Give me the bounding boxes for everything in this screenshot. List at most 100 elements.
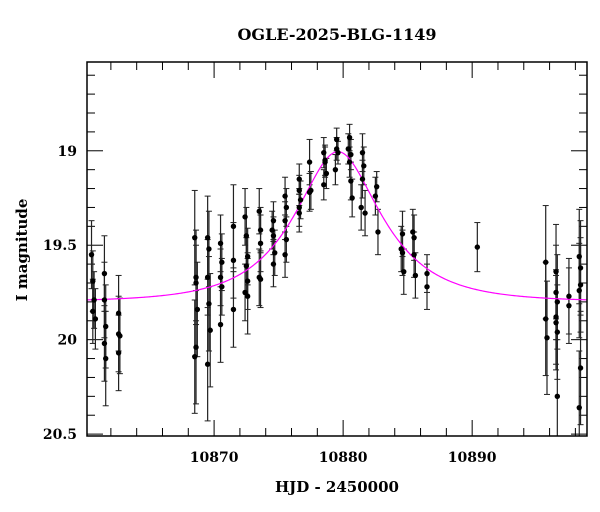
data-point (256, 208, 262, 214)
data-point (543, 259, 549, 265)
data-point (282, 251, 288, 258)
data-point (375, 229, 381, 235)
data-point (88, 251, 95, 258)
y-axis-label: I magnitude (13, 199, 31, 302)
data-point (544, 335, 550, 341)
chart-title: OGLE-2025-BLG-1149 (237, 25, 436, 44)
data-point (306, 189, 313, 196)
data-point (297, 197, 304, 203)
data-point (345, 146, 351, 152)
plot-frame (86, 61, 588, 437)
data-point (270, 217, 277, 224)
data-point (401, 268, 407, 275)
data-point (424, 270, 430, 277)
data-point (296, 176, 302, 182)
y-tick-label: 19 (58, 144, 77, 160)
data-point (217, 240, 224, 247)
data-point (269, 227, 275, 233)
data-point (373, 183, 380, 190)
data-point (194, 306, 201, 313)
model-curve (86, 151, 588, 301)
data-point (553, 319, 559, 326)
data-point (322, 159, 328, 165)
data-point (296, 187, 302, 194)
data-point (193, 274, 199, 281)
data-point (103, 323, 109, 330)
data-point (257, 227, 264, 233)
data-point (244, 253, 251, 260)
data-point (270, 233, 277, 239)
y-tick-label: 19.5 (43, 238, 77, 254)
data-point (372, 193, 379, 199)
data-point (243, 263, 250, 269)
data-point (333, 136, 340, 143)
data-point (554, 329, 561, 335)
y-tick-label: 20 (58, 333, 78, 349)
data-point (90, 278, 96, 284)
data-point (243, 233, 250, 239)
data-point (204, 274, 211, 281)
data-point (90, 308, 96, 315)
data-point (577, 282, 584, 288)
data-point (257, 240, 264, 247)
data-point (566, 293, 572, 299)
data-point (576, 253, 582, 260)
data-point (553, 314, 559, 320)
data-point (412, 272, 419, 279)
data-point (566, 302, 572, 309)
data-point (335, 149, 341, 156)
data-point (424, 284, 430, 290)
data-point (577, 365, 584, 371)
data-point (283, 236, 290, 243)
data-point (206, 246, 212, 252)
data-point (399, 250, 406, 256)
data-point (554, 393, 561, 400)
data-point (103, 355, 109, 362)
data-point (359, 149, 366, 156)
data-point (115, 310, 122, 316)
axis-ticks: 10870 10880 10890 19 19.5 20 20.5 (43, 62, 587, 466)
data-point (101, 270, 108, 277)
data-point (204, 234, 211, 241)
data-point (257, 276, 264, 282)
data-point (91, 297, 97, 303)
data-point (230, 257, 237, 264)
x-axis-label: HJD - 2450000 (275, 478, 399, 496)
data-point (296, 204, 302, 211)
data-point (576, 287, 582, 294)
data-point (411, 251, 417, 258)
data-point (244, 278, 251, 284)
data-point (270, 261, 277, 267)
data-point (242, 289, 248, 296)
data-point (323, 170, 330, 177)
data-point (349, 195, 355, 201)
data-point (346, 159, 353, 165)
y-tick-label: 20.5 (43, 427, 77, 443)
data-point (115, 350, 122, 356)
data-point (332, 166, 339, 173)
data-point (348, 151, 354, 158)
data-point (272, 250, 278, 256)
x-tick-label: 10880 (319, 450, 368, 466)
data-point (543, 316, 549, 322)
data-point (244, 293, 251, 299)
data-point (554, 299, 561, 305)
data-point (219, 259, 225, 265)
data-point (321, 182, 327, 188)
data-point (553, 268, 559, 275)
data-point (192, 234, 198, 241)
data-point (321, 149, 327, 156)
data-point (362, 210, 368, 216)
data-point (346, 134, 353, 141)
data-point (92, 316, 99, 322)
data-point (219, 284, 225, 290)
data-point (358, 204, 364, 211)
data-point (474, 244, 481, 250)
data-point (282, 193, 288, 199)
data-point (359, 176, 366, 182)
data-point (553, 289, 559, 296)
data-point (242, 214, 248, 220)
x-tick-label: 10890 (448, 450, 497, 466)
data-points (88, 134, 584, 411)
